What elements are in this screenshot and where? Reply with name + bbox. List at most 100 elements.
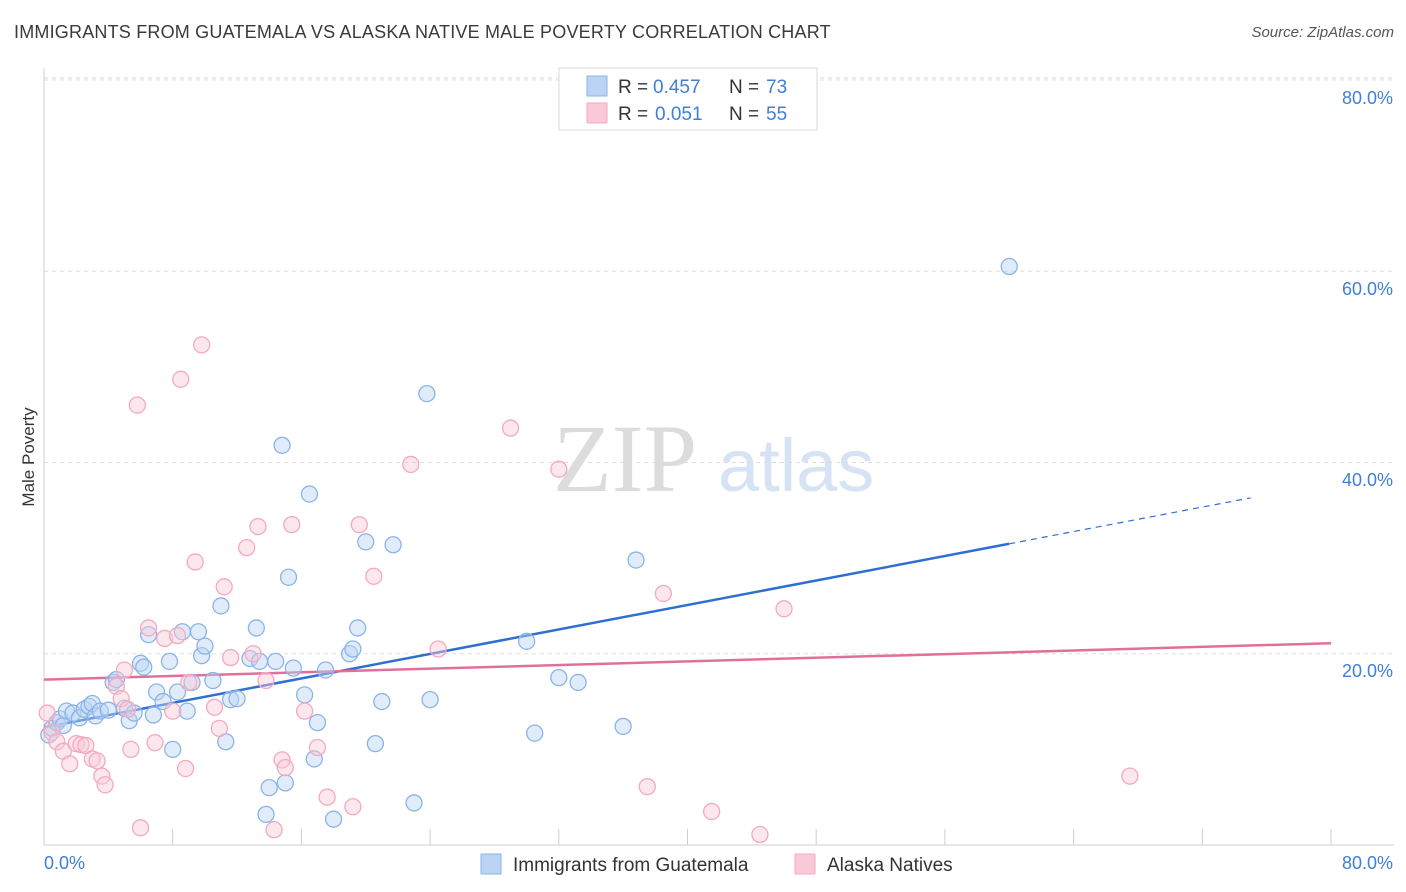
y-tick-label: 60.0%: [1342, 279, 1393, 299]
point-guatemala: [267, 652, 285, 671]
y-tick-label: 80.0%: [1342, 88, 1393, 108]
point-alaska-natives: [429, 640, 447, 658]
point-guatemala: [324, 810, 343, 828]
grid: [44, 77, 1394, 655]
legend-r-label: R =: [618, 77, 648, 98]
point-guatemala: [135, 658, 153, 676]
point-alaska-natives: [96, 776, 114, 794]
legend-swatch-alaska: [586, 102, 608, 124]
point-alaska-natives: [122, 740, 140, 759]
point-guatemala: [147, 683, 166, 701]
point-alaska-natives: [215, 578, 233, 596]
point-guatemala: [241, 649, 259, 668]
point-alaska-natives: [402, 455, 420, 474]
legend-swatch-guatemala: [586, 75, 608, 97]
point-guatemala: [221, 691, 240, 709]
point-guatemala: [196, 637, 214, 655]
point-guatemala: [160, 652, 179, 671]
legend-n-value: 55: [766, 104, 787, 125]
legend-r-label: R =: [618, 104, 648, 125]
point-guatemala: [421, 691, 439, 709]
point-guatemala: [279, 568, 298, 586]
point-alaska-natives: [193, 336, 211, 354]
chart-source: Source: ZipAtlas.com: [1251, 24, 1394, 41]
point-alaska-natives: [276, 758, 294, 777]
trend-line-guatemala: [43, 542, 1010, 729]
point-alaska-natives: [112, 690, 130, 708]
point-alaska-natives: [283, 516, 301, 534]
watermark: ZIP atlas: [553, 405, 874, 512]
point-guatemala: [80, 697, 98, 715]
stats-legend: R = 0.457 N = 73 R = 0.051 N = 55: [558, 67, 818, 131]
point-guatemala: [569, 673, 587, 692]
point-guatemala: [168, 683, 187, 701]
series-legend: Immigrants from Guatemala Alaska Natives: [480, 853, 953, 876]
point-guatemala: [212, 597, 230, 615]
point-alaska-natives: [131, 819, 150, 837]
point-alaska-natives: [702, 802, 721, 821]
point-guatemala: [349, 619, 367, 637]
point-guatemala: [284, 659, 303, 677]
point-alaska-natives: [210, 719, 229, 737]
point-guatemala: [1000, 257, 1018, 276]
point-alaska-natives: [38, 704, 56, 722]
point-alaska-natives: [205, 698, 224, 716]
point-alaska-natives: [751, 825, 769, 844]
trend-lines: [43, 497, 1332, 729]
point-alaska-natives: [139, 619, 158, 637]
point-guatemala: [204, 671, 222, 690]
point-alaska-natives: [119, 700, 137, 718]
trend-line-alaska: [43, 641, 1332, 681]
watermark-atlas: atlas: [718, 424, 874, 507]
point-alaska-natives: [128, 396, 146, 414]
point-alaska-natives: [186, 553, 204, 571]
x-tick-label-min: 0.0%: [44, 853, 85, 873]
point-alaska-natives: [257, 671, 275, 690]
legend-r-value: 0.051: [655, 104, 703, 125]
point-guatemala: [627, 551, 645, 569]
point-guatemala: [517, 632, 536, 650]
point-alaska-natives: [775, 600, 793, 618]
point-guatemala: [300, 485, 319, 503]
point-alaska-natives: [265, 821, 283, 839]
point-alaska-natives: [164, 702, 182, 720]
point-alaska-natives: [61, 755, 79, 773]
point-guatemala: [550, 669, 568, 687]
series-legend-swatch-alaska: [794, 853, 816, 875]
point-alaska-natives: [180, 673, 198, 692]
point-guatemala: [295, 686, 314, 704]
point-alaska-natives: [249, 517, 267, 536]
point-guatemala: [99, 701, 117, 719]
point-guatemala: [341, 645, 359, 663]
axes: [43, 68, 1394, 846]
x-ticks: [43, 829, 1332, 845]
point-guatemala: [526, 724, 544, 742]
point-alaska-natives: [43, 723, 61, 741]
point-alaska-natives: [344, 798, 362, 816]
point-guatemala: [366, 734, 385, 753]
point-alaska-natives: [654, 584, 673, 603]
y-axis-label: Male Poverty: [19, 407, 38, 507]
y-tick-label: 40.0%: [1342, 470, 1393, 490]
point-guatemala: [418, 384, 436, 403]
point-guatemala: [614, 717, 632, 736]
legend-n-label: N =: [729, 104, 759, 125]
point-guatemala: [144, 706, 163, 724]
point-alaska-natives: [238, 538, 256, 557]
series-legend-label-alaska: Alaska Natives: [827, 855, 953, 876]
legend-n-value: 73: [766, 77, 787, 98]
series-alaska-natives-points: [38, 336, 1139, 844]
point-guatemala: [373, 692, 391, 711]
point-guatemala: [257, 805, 275, 824]
point-guatemala: [164, 740, 182, 759]
point-alaska-natives: [176, 759, 195, 778]
point-guatemala: [273, 436, 291, 454]
point-alaska-natives: [295, 702, 314, 720]
point-alaska-natives: [318, 788, 336, 806]
point-alaska-natives: [550, 460, 568, 478]
watermark-zip: ZIP: [553, 405, 697, 512]
point-alaska-natives: [48, 733, 66, 751]
point-guatemala: [405, 794, 423, 812]
point-alaska-natives: [146, 734, 164, 752]
